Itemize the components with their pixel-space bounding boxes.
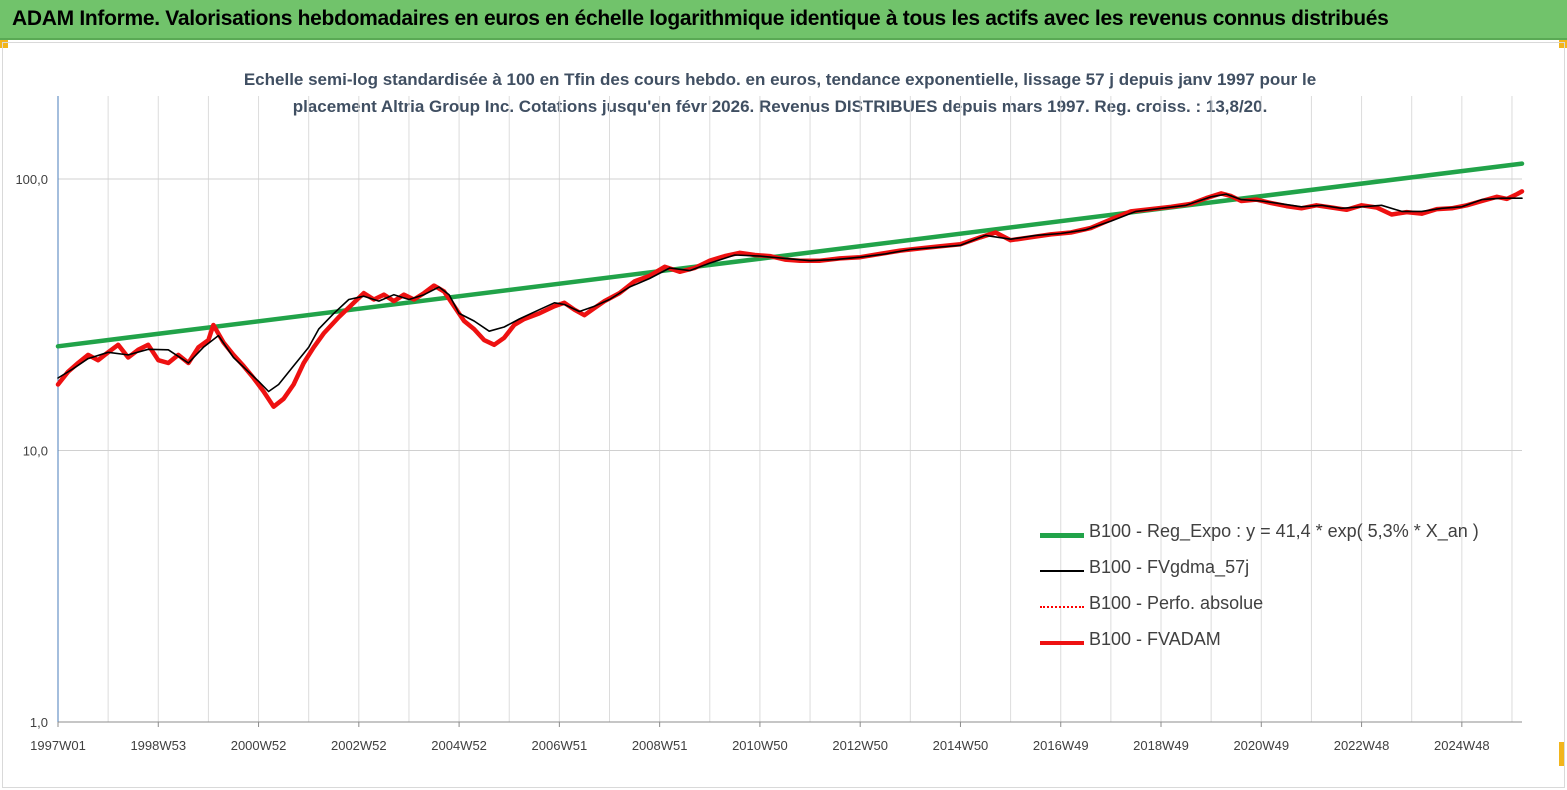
y-tick-label: 100,0 [15,172,48,187]
corner-marker [1559,40,1567,48]
x-tick-label: 2016W49 [1033,738,1089,753]
x-tick-label: 2024W48 [1434,738,1490,753]
legend-label-fvadam: B100 - FVADAM [1089,629,1221,649]
x-tick-label: 2004W52 [431,738,487,753]
series-fvadam-line [55,189,1525,409]
x-tick-label: 1998W53 [130,738,186,753]
y-tick-label: 10,0 [23,444,48,459]
x-tick-label: 2012W50 [832,738,888,753]
chart-frame [2,42,1565,788]
x-tick-label: 2000W52 [231,738,287,753]
legend-swatch-regression [1040,533,1084,538]
x-tick-label: 2002W52 [331,738,387,753]
corner-marker [1559,742,1565,766]
x-tick-label: 1997W01 [30,738,86,753]
legend-label-smoothed: B100 - FVgdma_57j [1089,557,1250,577]
legend-label-absolute: B100 - Perfo. absolue [1089,593,1264,613]
header-banner: ADAM Informe. Valorisations hebdomadaire… [0,0,1567,40]
x-tick-label: 2018W49 [1133,738,1189,753]
legend-swatch-fvadam [1040,641,1084,645]
chart-title-line-2: placement Altria Group Inc. Cotations ju… [292,97,1268,116]
legend-label-regression: B100 - Reg_Expo : y = 41,4 * exp( 5,3% *… [1089,521,1479,541]
x-tick-label: 2014W50 [933,738,989,753]
x-tick-label: 2008W51 [632,738,688,753]
x-tick-label: 2006W51 [532,738,588,753]
series-regression-line [55,161,1525,349]
page-title: ADAM Informe. Valorisations hebdomadaire… [12,7,1389,30]
y-tick-label: 1,0 [30,715,48,730]
x-tick-label: 2010W50 [732,738,788,753]
chart-title-line-1: Echelle semi-log standardisée à 100 en T… [243,70,1317,89]
legend-swatch-smoothed [1040,570,1084,572]
x-tick-label: 2022W48 [1334,738,1390,753]
chart-title: Echelle semi-log standardisée à 100 en T… [180,66,1380,120]
corner-marker [0,40,8,48]
legend-swatch-absolute [1040,606,1084,608]
series-smoothed-line [57,193,1523,393]
x-tick-label: 2020W49 [1233,738,1289,753]
